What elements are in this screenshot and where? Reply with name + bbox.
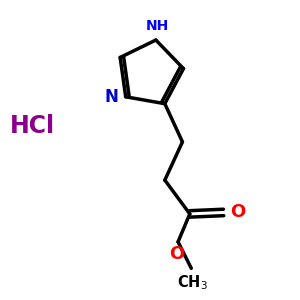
Text: CH$_3$: CH$_3$	[177, 274, 208, 292]
Text: NH: NH	[146, 19, 169, 33]
Text: N: N	[104, 88, 118, 106]
Text: O: O	[230, 203, 245, 221]
Text: O: O	[169, 245, 184, 263]
Text: HCl: HCl	[10, 114, 55, 138]
